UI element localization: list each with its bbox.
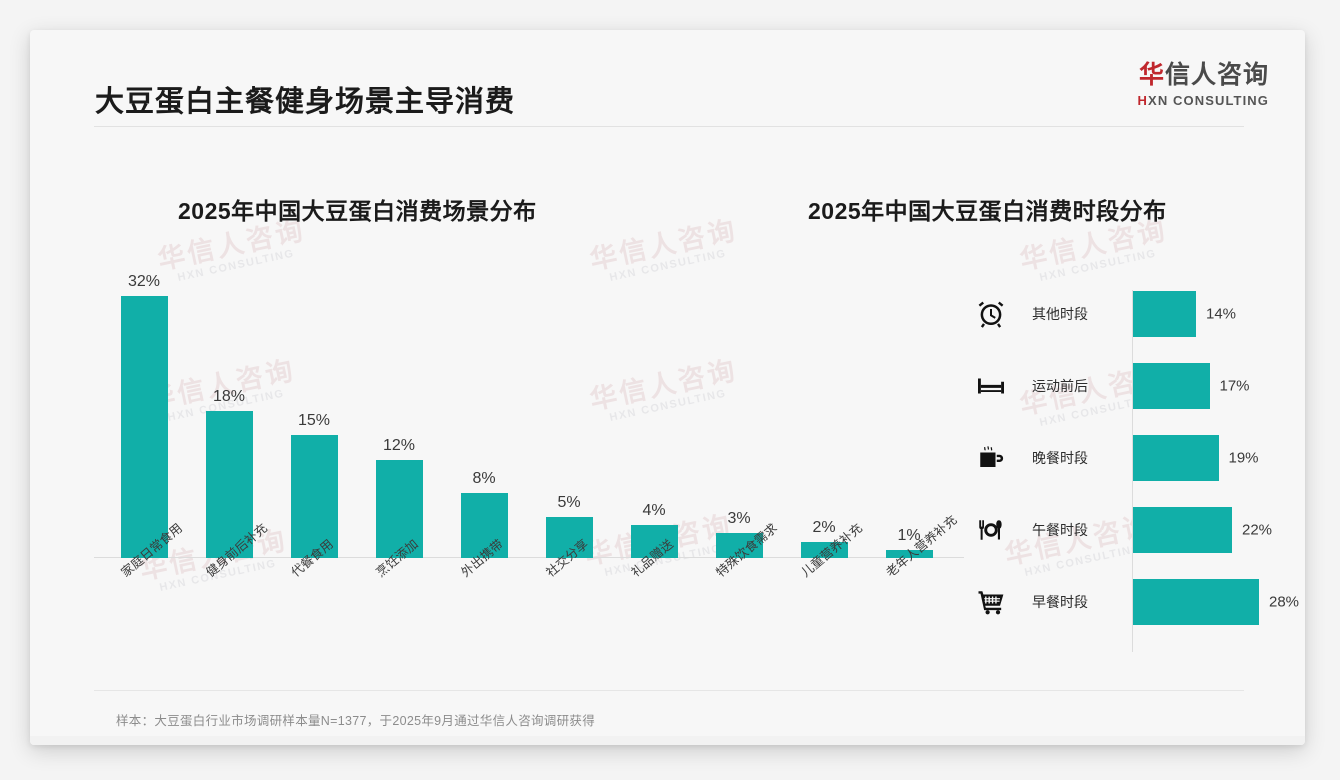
column-value-label: 15% — [297, 412, 331, 430]
slide-card: 华信人咨询 HXN CONSULTING 华信人咨询 HXN CONSULTIN… — [30, 30, 1305, 745]
column-bar-group: 18% — [185, 388, 273, 558]
timeslot-bar[interactable] — [1133, 363, 1210, 409]
column-bar[interactable] — [375, 459, 423, 558]
brand-logo: 华信人咨询 HXN CONSULTING — [1138, 61, 1269, 108]
column-bar-group: 1% — [865, 527, 953, 558]
logo-en-red: H — [1137, 92, 1149, 108]
timeslot-bar[interactable] — [1133, 435, 1219, 481]
column-bar-group: 8% — [440, 469, 528, 558]
timeslot-bar[interactable] — [1133, 291, 1196, 337]
column-bar[interactable] — [885, 549, 933, 558]
logo-cn: 华信人咨询 — [1138, 61, 1269, 90]
scenario-column-chart: 32% 18% 15% 12% 8% 5% 4% 3% 2% 1% 家庭日常食用 健身前后补充 代餐食… — [70, 270, 964, 670]
column-bar-group: 5% — [525, 494, 613, 558]
column-bar-group: 12% — [355, 437, 443, 558]
timeslot-bar-chart: 其他时段 14% 运动前后 17% 晚餐时段 19% 午餐时段 22% 早餐时段 28% — [960, 280, 1305, 670]
column-bar-group: 4% — [610, 502, 698, 558]
logo-en: HXN CONSULTING — [1138, 93, 1269, 108]
logo-cn-rest: 信人咨询 — [1164, 61, 1269, 89]
column-value-label: 4% — [642, 502, 666, 520]
right-chart-title: 2025年中国大豆蛋白消费时段分布 — [808, 198, 1167, 224]
column-bar[interactable] — [630, 525, 678, 558]
timeslot-bar[interactable] — [1133, 507, 1232, 553]
timeslot-label: 其他时段 — [1032, 306, 1088, 322]
timeslot-label: 早餐时段 — [1032, 594, 1088, 610]
column-bar[interactable] — [290, 435, 338, 558]
column-bar-group: 2% — [780, 519, 868, 558]
column-bar[interactable] — [460, 492, 508, 558]
timeslot-value-label: 17% — [1219, 377, 1250, 395]
timeslot-row: 晚餐时段 19% — [960, 430, 1305, 486]
column-bar-group: 3% — [695, 510, 783, 558]
timeslot-row: 运动前后 17% — [960, 358, 1305, 414]
timeslot-value-label: 19% — [1228, 449, 1259, 467]
column-value-label: 3% — [727, 510, 751, 528]
timeslot-row: 其他时段 14% — [960, 286, 1305, 342]
timeslot-label: 晚餐时段 — [1032, 450, 1088, 466]
timeslot-row: 早餐时段 28% — [960, 574, 1305, 630]
header: 大豆蛋白主餐健身场景主导消费 华信人咨询 HXN CONSULTING — [30, 30, 1305, 126]
timeslot-value-label: 28% — [1269, 593, 1300, 611]
column-value-label: 8% — [472, 469, 496, 487]
header-divider — [94, 126, 1244, 127]
timeslot-value-label: 22% — [1242, 521, 1273, 539]
timeslot-value-label: 14% — [1206, 305, 1237, 323]
column-bar[interactable] — [205, 410, 253, 558]
column-chart-baseline — [94, 557, 964, 558]
column-bar-group: 32% — [100, 273, 188, 558]
column-bar[interactable] — [800, 541, 848, 558]
column-value-label: 2% — [812, 518, 836, 536]
timeslot-label: 运动前后 — [1032, 378, 1088, 394]
column-value-label: 5% — [557, 494, 581, 512]
footer: ©2025.11 HXR华信人咨询 www.hxrcon.com — [30, 736, 1305, 745]
column-value-label: 18% — [212, 387, 246, 405]
column-value-label: 1% — [897, 526, 921, 544]
plate-cutlery-icon — [972, 511, 1010, 549]
sample-note: 样本：大豆蛋白行业市场调研样本量N=1377，于2025年9月通过华信人咨询调研… — [116, 714, 595, 728]
logo-cn-red: 华 — [1138, 61, 1165, 89]
alarm-clock-icon — [972, 295, 1010, 333]
note-divider — [94, 690, 1244, 691]
shopping-cart-icon — [972, 583, 1010, 621]
timeslot-bar[interactable] — [1133, 579, 1259, 625]
column-value-label: 12% — [382, 436, 416, 454]
bar-chart-axis — [1132, 290, 1133, 652]
timeslot-label: 午餐时段 — [1032, 522, 1088, 538]
coffee-cup-icon — [972, 439, 1010, 477]
column-bar[interactable] — [120, 296, 168, 558]
bed-icon — [972, 367, 1010, 405]
column-bar[interactable] — [545, 517, 593, 558]
column-value-label: 32% — [127, 273, 161, 290]
page-title: 大豆蛋白主餐健身场景主导消费 — [95, 86, 516, 118]
logo-en-rest: XN CONSULTING — [1148, 92, 1269, 108]
column-bar[interactable] — [715, 533, 763, 558]
timeslot-row: 午餐时段 22% — [960, 502, 1305, 558]
column-bar-group: 15% — [270, 412, 358, 558]
left-chart-title: 2025年中国大豆蛋白消费场景分布 — [178, 198, 537, 224]
